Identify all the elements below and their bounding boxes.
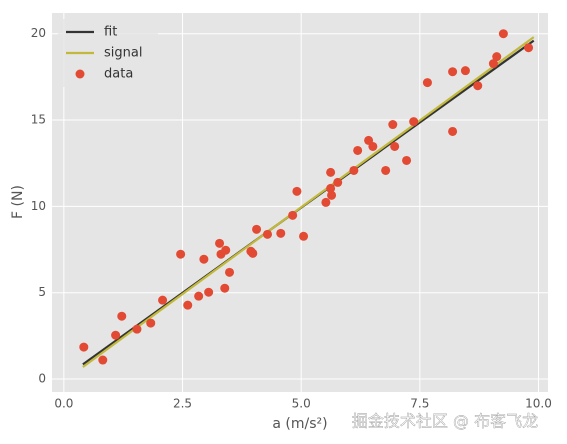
- data-point: [204, 287, 214, 297]
- data-point: [117, 311, 127, 321]
- plot: 0.0 2.5 5.0 7.5 10.0 0 5 10 15 20 fit signal data: [31, 13, 552, 411]
- data-point: [221, 245, 231, 255]
- data-point: [248, 248, 258, 258]
- data-point: [368, 141, 378, 151]
- data-point: [498, 29, 508, 39]
- y-tick-label: 20: [31, 26, 46, 40]
- data-point: [326, 167, 336, 177]
- data-point: [111, 330, 121, 340]
- x-tick-label: 10.0: [525, 397, 552, 411]
- data-point: [422, 78, 432, 88]
- y-axis-label: F (N): [10, 185, 26, 219]
- data-point: [390, 141, 400, 151]
- data-point: [333, 177, 343, 187]
- data-point: [473, 81, 483, 91]
- watermark: 掘金技术社区 @ 布客飞龙: [352, 412, 538, 431]
- x-tick-label: 7.5: [410, 397, 429, 411]
- data-point: [460, 66, 470, 76]
- y-tick-label: 5: [38, 285, 46, 299]
- data-point: [183, 300, 193, 310]
- data-point: [488, 59, 498, 69]
- data-point: [492, 52, 502, 62]
- data-point: [326, 183, 336, 193]
- legend-label: fit: [104, 25, 117, 40]
- data-point: [388, 120, 398, 130]
- data-point: [252, 224, 262, 234]
- y-tick-label: 0: [38, 372, 46, 386]
- data-point: [299, 231, 309, 241]
- legend-swatch: [75, 69, 85, 79]
- data-point: [402, 155, 412, 165]
- data-point: [194, 291, 204, 301]
- data-point: [409, 117, 419, 127]
- y-tick-label: 10: [31, 199, 46, 213]
- data-point: [176, 249, 186, 259]
- data-point: [288, 210, 298, 220]
- data-point: [448, 67, 458, 77]
- legend-box: [58, 19, 158, 87]
- data-point: [146, 318, 156, 328]
- x-tick-label: 2.5: [173, 397, 192, 411]
- x-tick-label: 0.0: [54, 397, 73, 411]
- data-point: [292, 186, 302, 196]
- data-point: [79, 342, 89, 352]
- data-point: [199, 254, 209, 264]
- data-point: [349, 165, 359, 175]
- data-point: [262, 229, 272, 239]
- data-point: [381, 165, 391, 175]
- data-point: [225, 267, 235, 277]
- x-axis-label: a (m/s²): [272, 416, 327, 432]
- data-point: [448, 126, 458, 136]
- x-tick-label: 5.0: [292, 397, 311, 411]
- data-point: [321, 197, 331, 207]
- data-point: [132, 324, 142, 334]
- legend-label: data: [104, 67, 133, 82]
- legend-label: signal: [104, 46, 142, 61]
- data-point: [327, 190, 337, 200]
- data-point: [353, 145, 363, 155]
- data-point: [215, 238, 225, 248]
- data-point: [158, 295, 168, 305]
- data-point: [276, 228, 286, 238]
- line: [82, 36, 535, 368]
- y-tick-label: 15: [31, 113, 46, 127]
- data-point: [98, 355, 108, 365]
- data-point: [524, 43, 534, 53]
- data-point: [220, 283, 230, 293]
